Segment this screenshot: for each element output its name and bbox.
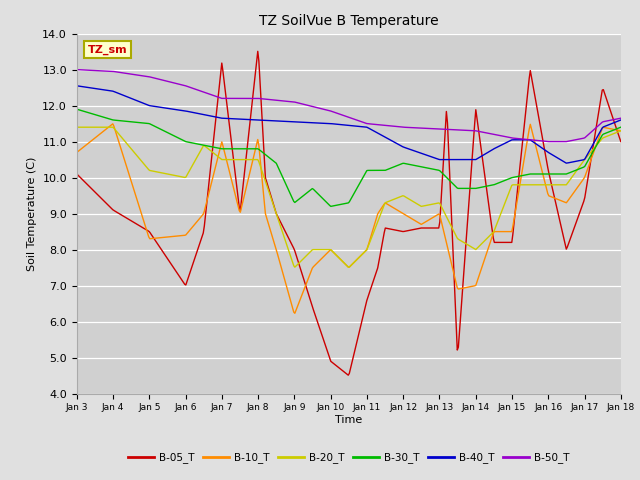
Text: TZ_sm: TZ_sm [88, 44, 127, 55]
B-50_T [617, 115, 625, 121]
B-30_T [327, 204, 335, 209]
Legend: B-05_T, B-10_T, B-20_T, B-30_T, B-40_T, B-50_T: B-05_T, B-10_T, B-20_T, B-30_T, B-40_T, … [124, 448, 574, 468]
B-05_T [399, 228, 406, 234]
B-40_T [367, 127, 375, 132]
Line: B-20_T: B-20_T [77, 127, 621, 267]
B-50_T [397, 124, 404, 130]
Line: B-10_T: B-10_T [77, 124, 621, 313]
B-30_T [369, 168, 376, 173]
B-20_T [617, 128, 625, 133]
B-30_T [520, 172, 527, 178]
Y-axis label: Soil Temperature (C): Soil Temperature (C) [27, 156, 36, 271]
B-05_T [521, 117, 529, 123]
X-axis label: Time: Time [335, 415, 362, 425]
B-10_T [333, 253, 341, 259]
B-20_T [605, 132, 612, 138]
B-50_T [73, 67, 81, 72]
B-50_T [332, 110, 339, 116]
B-50_T [519, 136, 527, 142]
B-05_T [617, 139, 625, 144]
B-40_T [332, 121, 339, 127]
B-10_T [109, 121, 116, 127]
B-05_T [369, 278, 377, 284]
B-50_T [605, 118, 612, 123]
B-20_T [398, 193, 406, 199]
B-50_T [367, 121, 375, 127]
B-10_T [399, 210, 406, 216]
B-10_T [291, 311, 299, 316]
Line: B-05_T: B-05_T [77, 51, 621, 375]
B-40_T [563, 160, 570, 166]
B-40_T [73, 83, 81, 89]
B-30_T [605, 129, 612, 135]
B-30_T [336, 202, 344, 207]
B-40_T [519, 137, 527, 143]
B-20_T [291, 264, 299, 270]
Line: B-50_T: B-50_T [77, 70, 621, 142]
B-30_T [617, 124, 625, 130]
B-20_T [336, 255, 344, 261]
Title: TZ SoilVue B Temperature: TZ SoilVue B Temperature [259, 14, 438, 28]
B-05_T [344, 372, 352, 378]
B-10_T [369, 226, 377, 231]
B-05_T [73, 171, 81, 177]
B-40_T [617, 117, 625, 123]
B-30_T [332, 203, 340, 208]
B-40_T [605, 122, 612, 128]
B-10_T [73, 150, 81, 156]
B-20_T [520, 182, 527, 188]
B-20_T [332, 252, 340, 258]
B-30_T [73, 106, 81, 112]
B-10_T [521, 152, 529, 158]
B-40_T [335, 121, 342, 127]
B-10_T [617, 128, 625, 133]
B-05_T [606, 106, 614, 112]
B-10_T [337, 257, 344, 263]
B-50_T [335, 111, 342, 117]
B-05_T [332, 363, 340, 369]
B-10_T [606, 126, 614, 132]
B-20_T [73, 124, 81, 130]
Line: B-30_T: B-30_T [77, 109, 621, 206]
B-05_T [254, 48, 262, 54]
B-05_T [336, 365, 344, 371]
B-50_T [545, 139, 553, 144]
B-30_T [398, 161, 406, 167]
Line: B-40_T: B-40_T [77, 86, 621, 163]
B-40_T [397, 143, 404, 148]
B-20_T [369, 233, 376, 239]
